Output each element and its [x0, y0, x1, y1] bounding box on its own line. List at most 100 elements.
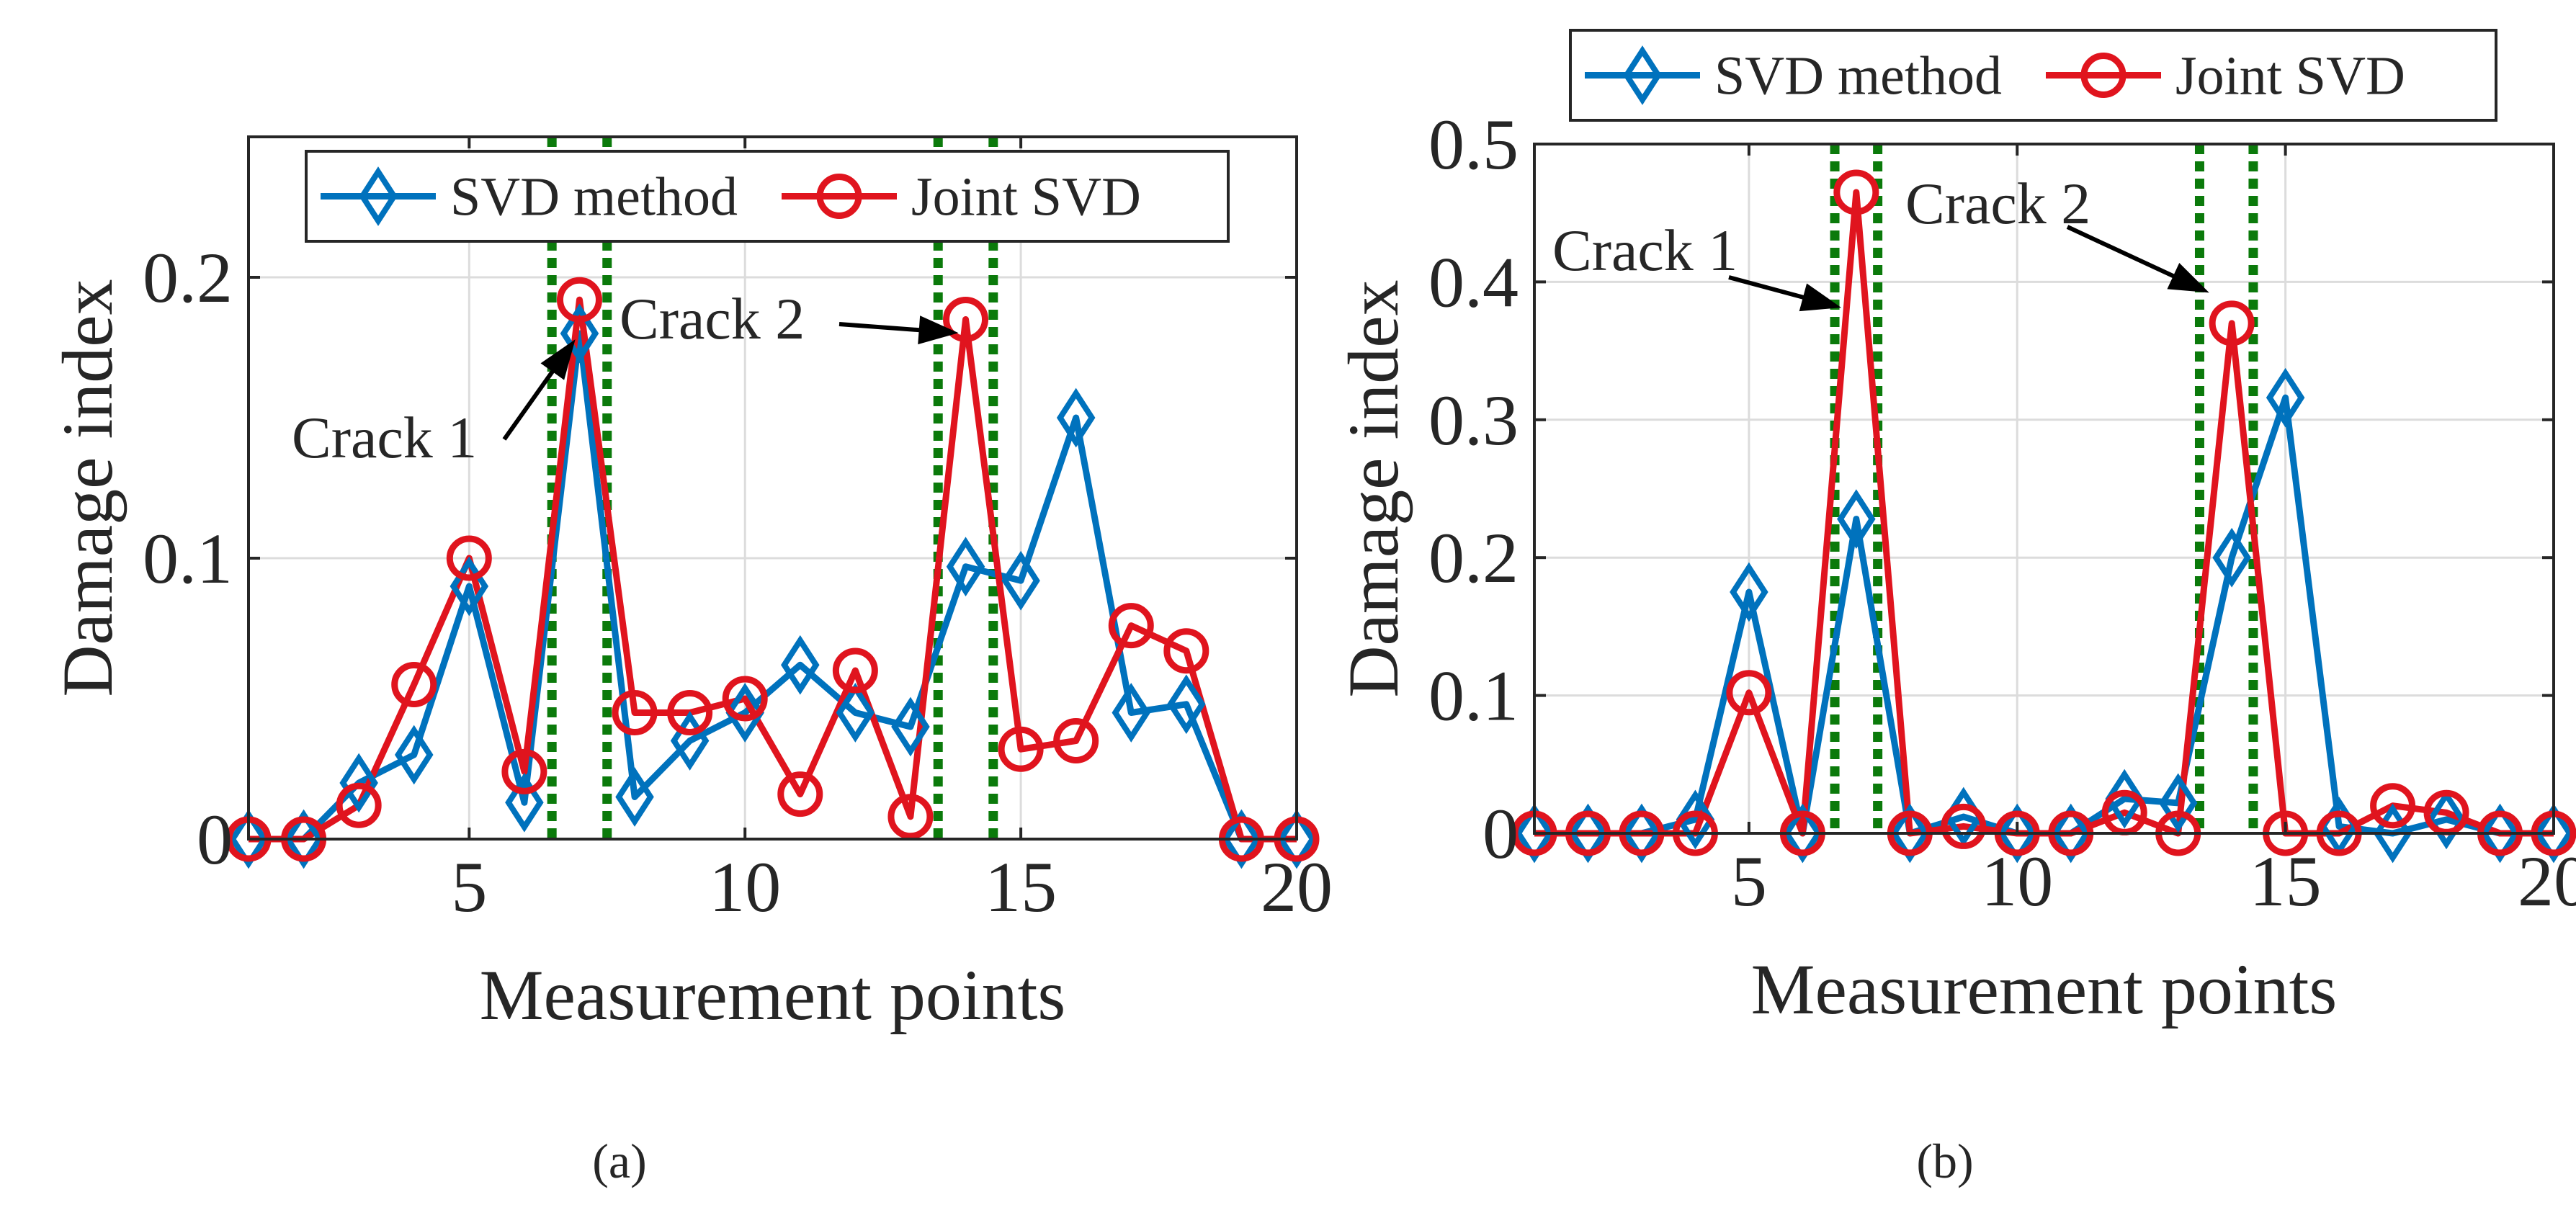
data-point-svd-method: [2158, 773, 2198, 833]
annotation-crack-2: Crack 2: [620, 286, 805, 351]
data-point-svd-method: [781, 635, 820, 695]
x-tick-label: 20: [1261, 847, 1333, 927]
annotation-crack-1: Crack 1: [292, 405, 477, 470]
legend-label-joint-svd: Joint SVD: [2175, 46, 2405, 107]
y-axis-label: Damage index: [1333, 279, 1413, 697]
data-point-joint-svd: [2370, 783, 2416, 829]
data-point-joint-svd: [556, 277, 602, 323]
data-point-joint-svd: [1726, 670, 1772, 716]
data-point-joint-svd: [667, 690, 713, 735]
data-point-svd-method: [1783, 803, 1823, 864]
data-point-joint-svd: [612, 690, 658, 735]
x-tick-label: 10: [1981, 841, 2053, 921]
annotation-arrow-line: [838, 322, 930, 333]
data-point-svd-method: [1001, 550, 1040, 611]
data-point-joint-svd: [1108, 603, 1154, 649]
data-point-svd-method: [2266, 367, 2305, 428]
annotation-arrow-head: [2167, 263, 2209, 293]
data-point-svd-method: [339, 753, 378, 813]
data-point-joint-svd: [391, 662, 437, 707]
panel-label-b: (b): [1916, 1134, 1973, 1188]
data-point-svd-method: [2051, 803, 2090, 864]
data-point-svd-method: [1056, 387, 1096, 448]
data-point-svd-method: [2105, 768, 2144, 829]
data-point-svd-method: [1568, 803, 1608, 864]
x-tick-label: 15: [985, 847, 1057, 927]
legend-marker-joint-svd: [2080, 53, 2126, 98]
data-point-svd-method: [284, 809, 323, 869]
data-point-svd-method: [1890, 803, 1930, 864]
annotation-arrow-line: [2066, 225, 2184, 283]
annotation-crack-1: Crack 1: [1552, 218, 1738, 283]
legend-marker-svd-method: [1623, 45, 1662, 105]
data-point-joint-svd: [777, 771, 823, 817]
annotation-crack-2: Crack 2: [1905, 171, 2090, 236]
data-point-svd-method: [836, 683, 875, 743]
y-axis-label: Damage index: [48, 279, 128, 696]
data-point-svd-method: [560, 303, 599, 364]
annotation-arrow-line: [1728, 275, 1815, 302]
data-point-joint-svd: [2209, 300, 2255, 346]
legend-box: [305, 150, 1230, 243]
x-axis-label: Measurement points: [1751, 949, 2338, 1029]
data-point-svd-method: [2480, 803, 2520, 864]
data-point-svd-method: [725, 683, 764, 743]
data-point-joint-svd: [722, 676, 768, 722]
data-point-joint-svd: [1941, 803, 1987, 849]
data-point-svd-method: [394, 725, 434, 785]
x-tick-label: 10: [709, 847, 781, 927]
data-point-joint-svd: [832, 647, 878, 694]
x-axis-label: Measurement points: [480, 955, 1066, 1035]
data-point-svd-method: [1222, 809, 1261, 869]
series-line-svd-method: [249, 330, 1297, 843]
data-point-svd-method: [2427, 789, 2466, 850]
data-point-svd-method: [891, 696, 930, 757]
data-point-svd-method: [946, 537, 985, 597]
x-tick-label: 20: [2518, 841, 2576, 921]
annotation-arrow-head: [918, 315, 959, 345]
plot-area: [1534, 144, 2554, 833]
legend-label-svd-method: SVD method: [1714, 46, 2002, 107]
legend-label-joint-svd: Joint SVD: [911, 167, 1141, 228]
chart-panel-b: 5 10 15 20 0 0.1 0.2 0.3 0.4 0.5 Measurement point…: [1333, 29, 2576, 1188]
data-point-svd-method: [2212, 527, 2251, 588]
data-point-svd-method: [1112, 683, 1151, 743]
data-point-joint-svd: [943, 297, 989, 342]
x-tick-label: 5: [1731, 841, 1767, 921]
data-point-joint-svd: [1163, 628, 1209, 674]
data-point-svd-method: [615, 767, 654, 827]
data-point-svd-method: [1676, 789, 1715, 850]
data-point-svd-method: [229, 809, 268, 869]
legend-box: [1569, 29, 2497, 122]
chart-panel-a: 5 10 15 20 0 0.1 0.2 Measurement points Damage i…: [48, 135, 1333, 1188]
y-tick-label: 0.2: [143, 238, 233, 318]
y-tick-label: 0.3: [1428, 380, 1519, 460]
x-tick-label: 5: [451, 847, 487, 927]
data-point-svd-method: [1622, 803, 1661, 864]
y-tick-label: 0: [1482, 794, 1519, 874]
data-point-svd-method: [1167, 674, 1206, 735]
data-point-joint-svd: [446, 535, 492, 581]
y-tick-label: 0: [197, 799, 233, 879]
data-point-joint-svd: [501, 748, 547, 794]
data-point-svd-method: [1515, 803, 1554, 864]
data-point-svd-method: [505, 772, 544, 833]
data-point-svd-method: [1837, 489, 1876, 549]
x-tick-label: 15: [2250, 841, 2322, 921]
y-tick-label: 0.1: [143, 519, 233, 599]
data-point-joint-svd: [336, 782, 382, 828]
data-point-svd-method: [1730, 562, 1768, 622]
annotation-arrow-line: [502, 362, 560, 441]
data-point-joint-svd: [1053, 718, 1099, 763]
data-point-svd-method: [2534, 803, 2573, 864]
y-tick-label: 0.4: [1428, 242, 1519, 322]
axes-box: [1533, 143, 2555, 835]
data-point-svd-method: [1277, 809, 1316, 869]
panel-label-a: (a): [592, 1134, 646, 1188]
annotation-arrow-head: [1799, 283, 1842, 312]
y-tick-label: 0.5: [1428, 104, 1519, 184]
data-point-joint-svd: [887, 794, 934, 840]
y-tick-label: 0.1: [1428, 656, 1519, 736]
legend-marker-svd-method: [359, 166, 398, 226]
y-tick-label: 0.2: [1428, 518, 1519, 598]
